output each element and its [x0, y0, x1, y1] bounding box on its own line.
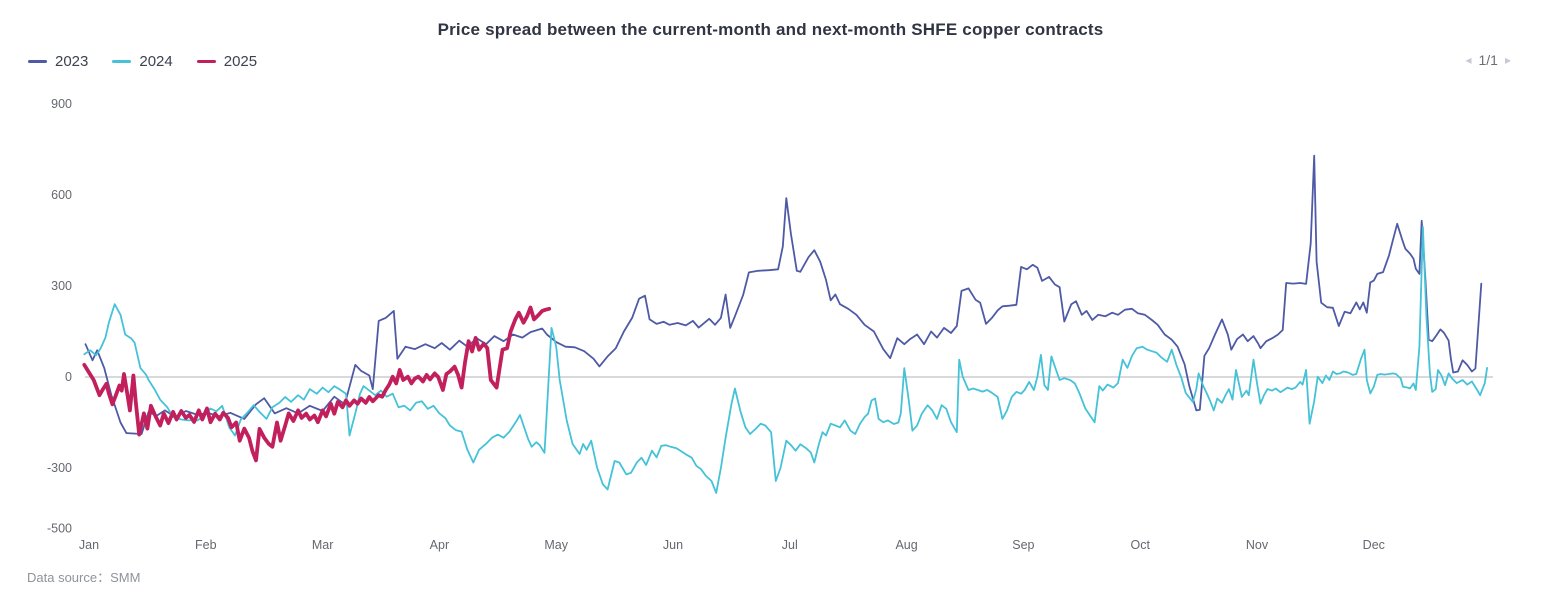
legend-label-2023: 2023 [55, 53, 89, 70]
y-tick-label: 0 [65, 370, 72, 384]
legend-item-2023[interactable]: 2023 [28, 53, 88, 70]
x-tick-label: Jan [79, 538, 99, 552]
x-tick-label: Aug [895, 538, 917, 552]
legend-swatch-2025-icon [196, 60, 216, 63]
legend-label-2025: 2025 [223, 53, 258, 70]
series-line-2023 [84, 154, 1483, 435]
pager-prev-icon[interactable]: ◂ [1465, 53, 1472, 67]
pager-next-icon[interactable]: ▸ [1504, 53, 1511, 67]
series-line-2024 [83, 225, 1488, 494]
x-tick-label: Dec [1363, 538, 1385, 552]
legend-pager: ◂ 1/1 ▸ [1465, 52, 1511, 68]
series-line-2025 [82, 305, 552, 463]
y-tick-label: -300 [47, 461, 72, 475]
x-tick-label: Jul [782, 538, 798, 552]
y-tick-label: 600 [51, 188, 72, 202]
x-tick-label: Oct [1130, 538, 1150, 552]
x-tick-label: May [544, 538, 568, 552]
x-tick-label: Apr [430, 538, 449, 552]
x-tick-label: Nov [1246, 538, 1269, 552]
page-title: Price spread between the current-month a… [437, 20, 1104, 39]
legend-item-2025[interactable]: 2025 [196, 53, 258, 70]
legend-label-2024: 2024 [139, 53, 173, 70]
x-tick-label: Feb [195, 538, 217, 552]
y-tick-label: -500 [47, 522, 72, 536]
x-tick-label: Jun [663, 538, 683, 552]
legend-swatch-2023-icon [28, 60, 47, 63]
x-tick-label: Sep [1012, 538, 1034, 552]
legend-item-2024[interactable]: 2024 [112, 53, 173, 70]
pager-page-indicator: 1/1 [1478, 52, 1498, 68]
y-tick-label: 900 [51, 97, 72, 111]
y-tick-label: 300 [51, 279, 72, 293]
x-tick-label: Mar [312, 538, 334, 552]
data-source-note: Data source：SMM [27, 570, 141, 585]
legend-swatch-2024-icon [112, 60, 132, 63]
chart-legend: 2023 2024 2025 [28, 53, 257, 70]
